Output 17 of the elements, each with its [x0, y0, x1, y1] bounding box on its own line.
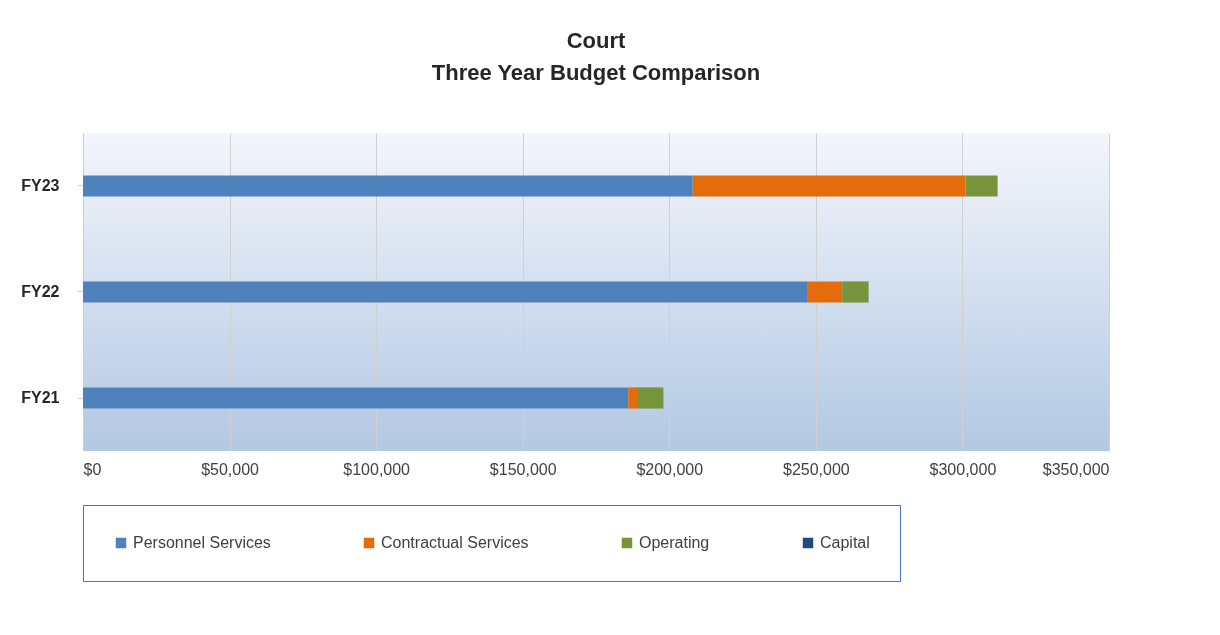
legend-label: Capital: [820, 534, 870, 551]
x-tick-label: $150,000: [489, 460, 557, 478]
legend-label: Contractual Services: [381, 534, 529, 551]
chart-subtitle: Three Year Budget Comparison: [431, 60, 761, 85]
legend-label: Operating: [639, 534, 710, 551]
legend-label: Personnel Services: [133, 534, 271, 551]
chart-title: Court: [566, 28, 626, 53]
x-tick-label: $250,000: [782, 460, 850, 478]
x-tick-label: $300,000: [929, 460, 997, 478]
y-tick-label: FY21: [21, 389, 60, 406]
x-tick-label: $100,000: [343, 460, 411, 478]
y-tick-label: FY23: [21, 177, 60, 194]
x-tick-label: $0: [83, 460, 102, 478]
x-tick-label: $50,000: [201, 460, 260, 478]
x-tick-label: $350,000: [1042, 460, 1110, 478]
x-tick-label: $200,000: [636, 460, 704, 478]
y-tick-label: FY22: [21, 283, 60, 300]
